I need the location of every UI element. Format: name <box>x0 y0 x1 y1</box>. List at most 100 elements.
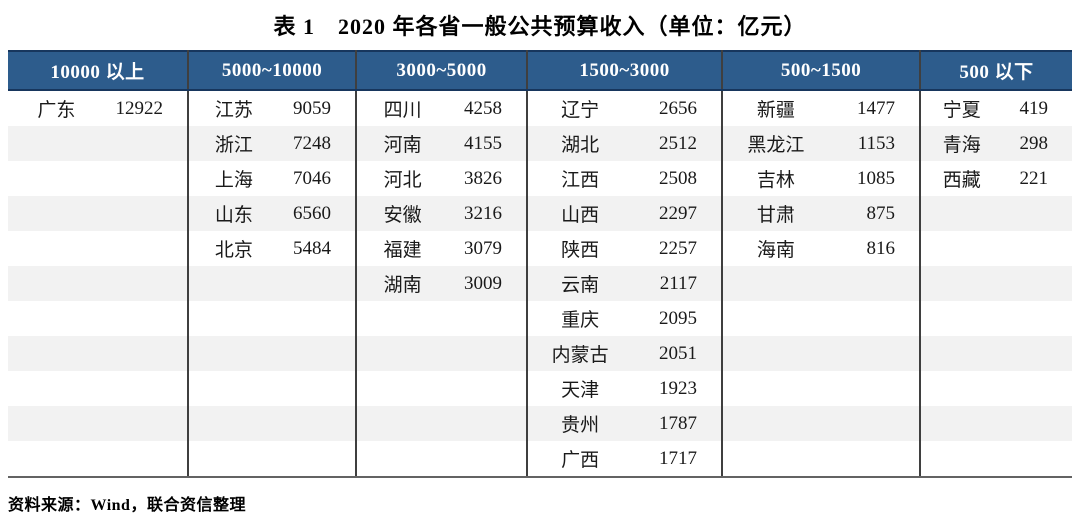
province-value: 2297 <box>659 202 698 224</box>
province-name: 安徽 <box>383 205 422 226</box>
province-name: 天津 <box>561 380 600 401</box>
province-value: 3009 <box>464 272 502 294</box>
column-header: 3000~5000 <box>356 50 528 91</box>
province-value: 2095 <box>659 307 698 329</box>
table-cell <box>8 336 190 371</box>
province-entry: 广西 1717 <box>528 445 721 472</box>
table-cell <box>356 336 528 371</box>
table-cell: 宁夏 419 <box>920 90 1072 126</box>
province-name: 吉林 <box>756 170 795 191</box>
table-cell <box>920 441 1072 478</box>
table-cell: 安徽 3216 <box>356 196 528 231</box>
province-value: 816 <box>866 237 896 259</box>
table-cell <box>356 371 528 406</box>
table-cell: 上海 7046 <box>188 161 358 196</box>
province-value: 5484 <box>293 237 332 259</box>
province-entry: 湖北 2512 <box>528 130 721 157</box>
province-entry: 河南 4155 <box>357 130 526 157</box>
province-name: 北京 <box>214 240 253 261</box>
table-cell <box>356 406 528 441</box>
table-cell: 福建 3079 <box>356 231 528 266</box>
province-value: 1717 <box>659 447 698 469</box>
province-value: 7248 <box>293 132 332 154</box>
page-title: 表 1 2020 年各省一般公共预算收入（单位：亿元） <box>273 14 807 39</box>
table-cell: 北京 5484 <box>188 231 358 266</box>
province-value: 2257 <box>659 237 698 259</box>
table-cell: 河南 4155 <box>356 126 528 161</box>
province-entry: 陕西 2257 <box>528 235 721 262</box>
table-row: 广东 12922 江苏 9059 四川 4258 辽宁 2656 新疆 1477 宁夏 419 <box>8 90 1072 126</box>
table-cell: 黑龙江 1153 <box>722 126 922 161</box>
table-cell: 甘肃 875 <box>722 196 922 231</box>
table-cell <box>8 161 190 196</box>
table-body: 广东 12922 江苏 9059 四川 4258 辽宁 2656 新疆 1477 宁夏 419 浙江 72… <box>8 90 1072 478</box>
source-note: 资料来源：Wind，联合资信整理 <box>8 497 246 514</box>
table-cell <box>8 301 190 336</box>
province-value: 9059 <box>293 97 332 119</box>
table-row: 内蒙古 2051 <box>8 336 1072 371</box>
table-cell <box>188 301 358 336</box>
table-cell <box>188 441 358 478</box>
province-entry: 云南 2117 <box>528 270 721 297</box>
province-entry: 北京 5484 <box>189 235 355 262</box>
table-cell <box>188 266 358 301</box>
table-cell <box>8 231 190 266</box>
table-cell: 吉林 1085 <box>722 161 922 196</box>
table-cell <box>722 406 922 441</box>
province-entry: 天津 1923 <box>528 375 721 402</box>
table-cell: 海南 816 <box>722 231 922 266</box>
table-row: 山东 6560 安徽 3216 山西 2297 甘肃 875 <box>8 196 1072 231</box>
table-row: 上海 7046 河北 3826 江西 2508 吉林 1085 西藏 221 <box>8 161 1072 196</box>
province-name: 云南 <box>561 275 600 296</box>
province-name: 内蒙古 <box>551 345 609 366</box>
province-value: 3079 <box>464 237 502 259</box>
province-entry: 上海 7046 <box>189 165 355 192</box>
province-entry: 宁夏 419 <box>921 95 1072 122</box>
table-cell <box>722 301 922 336</box>
table-row: 贵州 1787 <box>8 406 1072 441</box>
table-cell: 山西 2297 <box>527 196 724 231</box>
province-value: 298 <box>1019 132 1049 154</box>
province-value: 4258 <box>464 97 502 119</box>
province-name: 河南 <box>383 135 422 156</box>
table-cell: 内蒙古 2051 <box>527 336 724 371</box>
column-header: 1500~3000 <box>527 50 724 91</box>
table-cell <box>920 371 1072 406</box>
table-cell: 江西 2508 <box>527 161 724 196</box>
province-name: 海南 <box>756 240 795 261</box>
province-name: 重庆 <box>561 310 600 331</box>
province-entry: 贵州 1787 <box>528 410 721 437</box>
table-cell <box>920 266 1072 301</box>
province-name: 浙江 <box>214 135 253 156</box>
table-cell: 西藏 221 <box>920 161 1072 196</box>
province-name: 江西 <box>561 170 600 191</box>
province-value: 1085 <box>857 167 896 189</box>
table-cell <box>8 371 190 406</box>
province-entry: 西藏 221 <box>921 165 1072 192</box>
table-cell <box>920 336 1072 371</box>
table-row: 浙江 7248 河南 4155 湖北 2512 黑龙江 1153 青海 298 <box>8 126 1072 161</box>
table-row: 湖南 3009 云南 2117 <box>8 266 1072 301</box>
province-value: 12922 <box>115 97 164 119</box>
province-name: 青海 <box>942 135 981 156</box>
column-header: 500 以下 <box>920 50 1072 91</box>
table-cell <box>920 196 1072 231</box>
province-value: 4155 <box>464 132 502 154</box>
province-entry: 青海 298 <box>921 130 1072 157</box>
province-value: 1153 <box>857 132 896 154</box>
table-cell: 辽宁 2656 <box>527 90 724 126</box>
table-row: 天津 1923 <box>8 371 1072 406</box>
province-name: 江苏 <box>214 100 253 121</box>
province-value: 2508 <box>659 167 698 189</box>
province-value: 2051 <box>659 342 698 364</box>
table-cell <box>8 441 190 478</box>
province-value: 2512 <box>659 132 698 154</box>
table-cell: 新疆 1477 <box>722 90 922 126</box>
province-name: 河北 <box>383 170 422 191</box>
province-name: 辽宁 <box>561 100 600 121</box>
table-cell <box>188 371 358 406</box>
province-entry: 浙江 7248 <box>189 130 355 157</box>
table-cell: 广东 12922 <box>8 90 190 126</box>
province-value: 3826 <box>464 167 502 189</box>
